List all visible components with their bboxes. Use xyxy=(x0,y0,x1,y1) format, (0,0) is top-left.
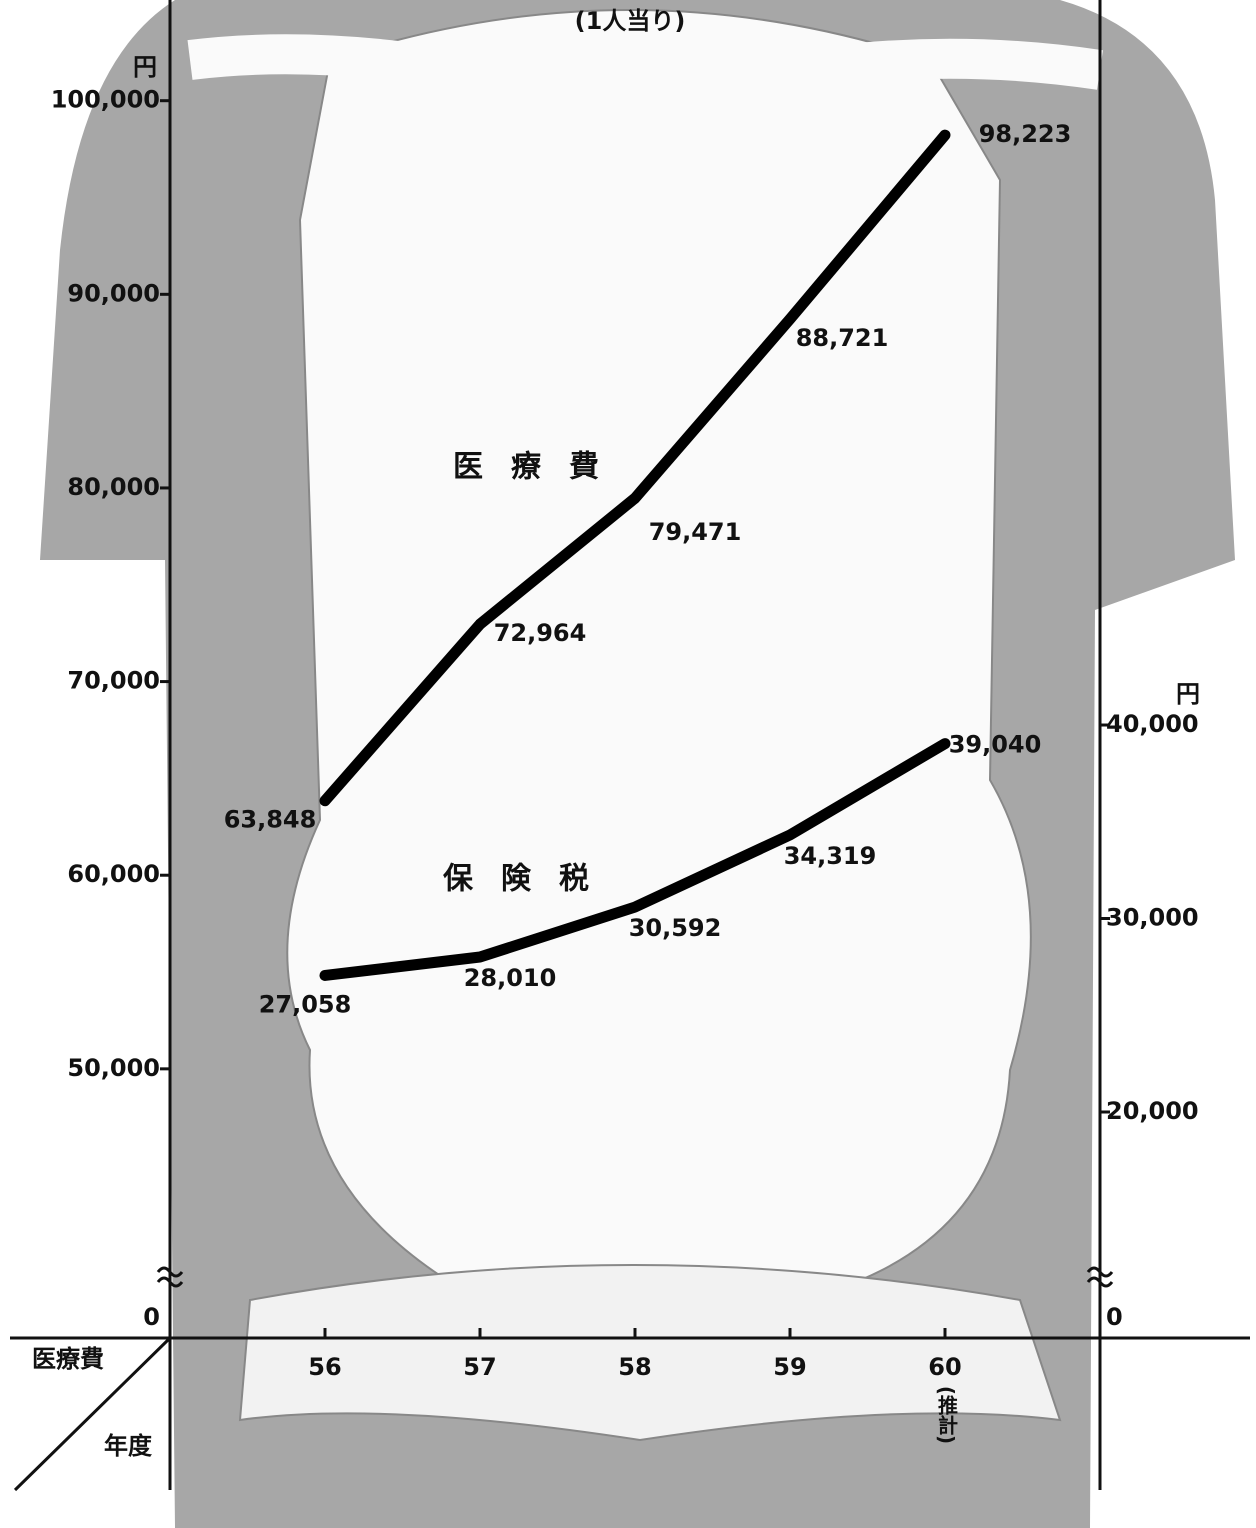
category-note: (推計) xyxy=(935,1386,959,1444)
y-tick-label: 0 xyxy=(143,1303,160,1331)
chart: (1人当り) 円 円 医療費 年度 0 50,000 60,000 70,000 80,… xyxy=(0,0,1256,1528)
x-axis-label: 年度 xyxy=(104,1432,153,1460)
data-label: 98,223 xyxy=(979,120,1072,148)
x-tick-label: 59 xyxy=(773,1353,806,1381)
y-unit: 円 xyxy=(133,53,157,81)
x-tick-label: 57 xyxy=(463,1353,496,1381)
data-label: 63,848 xyxy=(224,806,317,834)
data-label: 30,592 xyxy=(629,914,722,942)
data-label: 72,964 xyxy=(494,619,587,647)
y2-tick-label: 0 xyxy=(1106,1303,1123,1331)
data-label: 34,319 xyxy=(784,842,877,870)
series-label: 医療費 xyxy=(453,450,627,485)
y2-unit: 円 xyxy=(1176,680,1200,708)
body-illustration xyxy=(40,0,1235,1528)
chart-title: (1人当り) xyxy=(575,7,686,35)
y2-tick-label: 30,000 xyxy=(1106,904,1199,932)
data-label: 27,058 xyxy=(259,990,352,1018)
y-tick-label: 70,000 xyxy=(67,667,160,695)
data-label: 39,040 xyxy=(949,731,1042,759)
y-tick-label: 100,000 xyxy=(51,86,160,114)
data-label: 28,010 xyxy=(464,964,557,992)
data-label: 88,721 xyxy=(796,324,889,352)
y2-tick-label: 40,000 xyxy=(1106,710,1199,738)
y-tick-label: 60,000 xyxy=(67,860,160,888)
series-label: 保険税 xyxy=(443,862,617,897)
y-tick-label: 50,000 xyxy=(67,1054,160,1082)
y-tick-label: 80,000 xyxy=(67,473,160,501)
x-tick-label: 56 xyxy=(308,1353,341,1381)
data-label: 79,471 xyxy=(649,518,742,546)
y2-tick-label: 20,000 xyxy=(1106,1097,1199,1125)
x-tick-label: 60 xyxy=(928,1353,961,1381)
x-tick-label: 58 xyxy=(618,1353,651,1381)
x-corner-label: 医療費 xyxy=(32,1345,104,1373)
y-tick-label: 90,000 xyxy=(67,279,160,307)
